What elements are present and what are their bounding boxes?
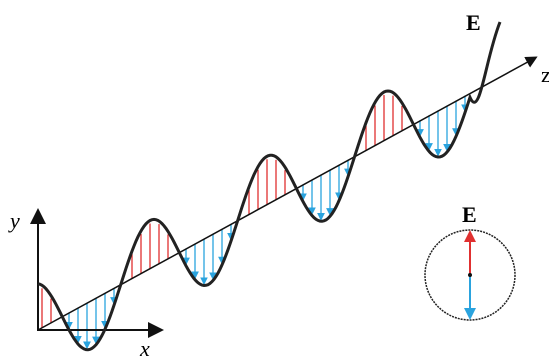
inset-center [468, 273, 472, 277]
x-label: x [139, 336, 150, 361]
wave-label: E [466, 10, 481, 35]
z-label: z [541, 62, 549, 87]
z-axis [38, 58, 535, 330]
inset-label: E [462, 202, 477, 227]
wave-diagram: E z y x E [0, 0, 549, 361]
wave [38, 22, 500, 350]
field-vectors [42, 95, 465, 347]
y-label: y [8, 208, 20, 233]
